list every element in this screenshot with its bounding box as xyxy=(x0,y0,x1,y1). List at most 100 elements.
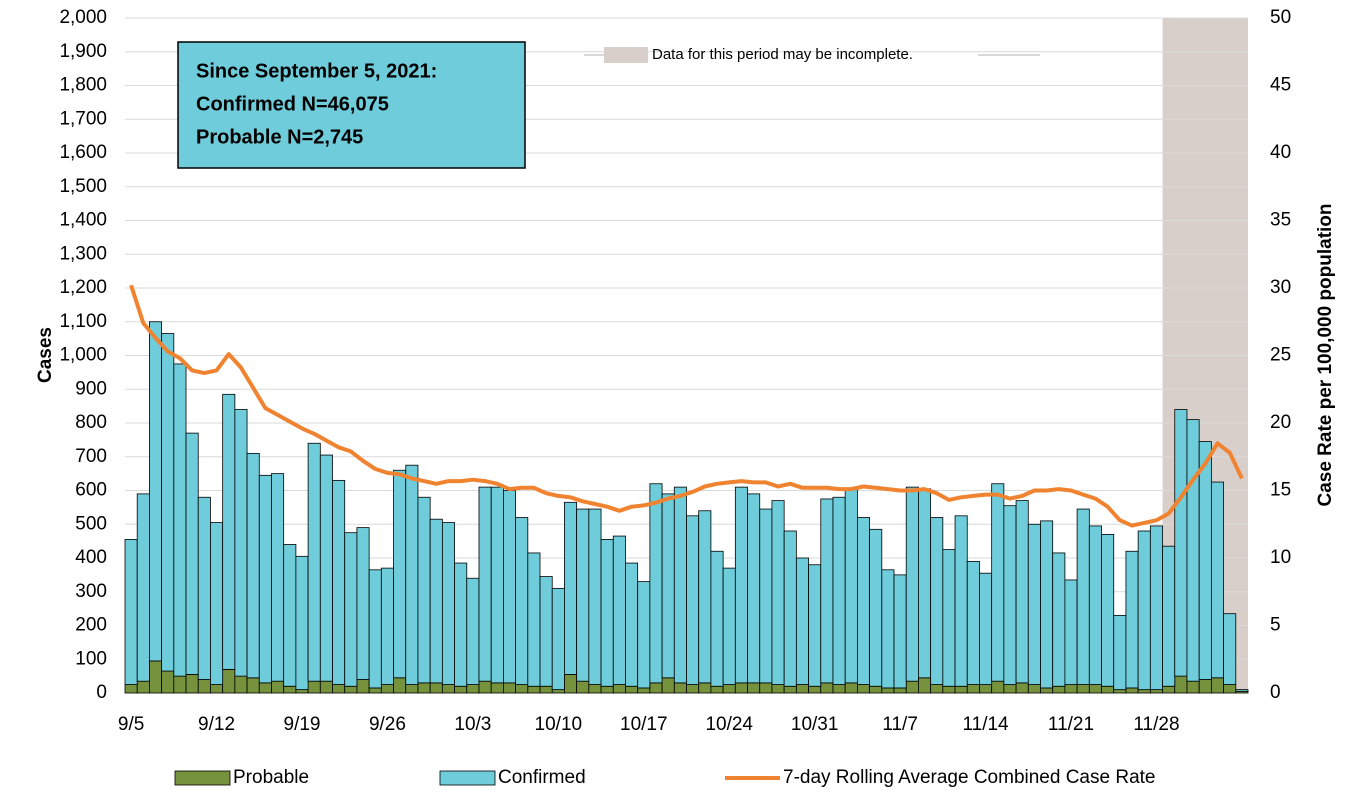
x-tick-label: 11/21 xyxy=(1048,714,1094,735)
bar xyxy=(454,685,468,694)
incomplete-label: Data for this period may be incomplete. xyxy=(652,46,913,63)
y2-tick-label: 25 xyxy=(1270,345,1291,366)
bar xyxy=(844,488,858,684)
bar xyxy=(856,684,870,694)
bar xyxy=(515,517,529,685)
bar xyxy=(429,682,443,694)
bar xyxy=(356,527,370,680)
x-tick-label: 9/5 xyxy=(118,714,144,735)
bar xyxy=(820,498,834,684)
y2-tick-label: 30 xyxy=(1270,277,1291,298)
bar xyxy=(637,581,651,689)
line xyxy=(129,284,1244,528)
bar xyxy=(295,689,309,694)
bar xyxy=(979,684,993,694)
bar xyxy=(173,363,187,677)
bar xyxy=(1113,689,1127,694)
bar xyxy=(124,539,138,685)
bar xyxy=(673,682,687,694)
bar xyxy=(771,500,785,685)
x-tick-label: 11/28 xyxy=(1133,714,1179,735)
bar xyxy=(149,660,163,694)
bar xyxy=(1149,689,1163,694)
bar xyxy=(588,684,602,694)
bar xyxy=(1113,614,1127,691)
y-tick-label: 1,300 xyxy=(59,243,107,264)
bar xyxy=(795,557,809,685)
y-tick-label: 1,100 xyxy=(59,311,107,332)
bar xyxy=(869,528,883,687)
bar xyxy=(979,572,993,685)
bar xyxy=(368,569,382,689)
bar xyxy=(1052,685,1066,694)
bar xyxy=(185,432,199,675)
bar xyxy=(307,680,321,694)
y-tick-label: 1,200 xyxy=(59,277,107,298)
x-tick-label: 10/24 xyxy=(705,714,753,735)
bar xyxy=(564,674,578,694)
annotation-text: Confirmed N=46,075 xyxy=(196,93,389,115)
bar xyxy=(991,483,1005,682)
y-tick-label: 200 xyxy=(75,615,107,636)
bar xyxy=(649,682,663,694)
bar xyxy=(832,684,846,694)
x-tick-label: 11/7 xyxy=(882,714,918,735)
annotation-box xyxy=(177,41,526,169)
bar xyxy=(808,685,822,694)
bar xyxy=(893,687,907,694)
bar xyxy=(795,684,809,694)
bar xyxy=(1088,525,1102,685)
bar xyxy=(954,685,968,694)
y-tick-label: 800 xyxy=(75,412,107,433)
bar xyxy=(295,555,309,691)
bar xyxy=(905,486,919,682)
bar xyxy=(478,486,492,682)
bar xyxy=(380,684,394,694)
bar xyxy=(1027,523,1041,685)
bar xyxy=(136,493,150,682)
y2-tick-label: 50 xyxy=(1270,7,1291,28)
y-tick-label: 400 xyxy=(75,547,107,568)
y-tick-label: 2,000 xyxy=(59,7,107,28)
bar xyxy=(222,668,236,694)
bar xyxy=(1015,500,1029,684)
y-tick-label: 1,500 xyxy=(59,176,107,197)
bar xyxy=(747,682,761,694)
bar xyxy=(393,469,407,679)
bar xyxy=(954,515,968,687)
y-tick-label: 1,000 xyxy=(59,345,107,366)
bar xyxy=(1076,508,1090,685)
y-tick-label: 1,400 xyxy=(59,210,107,231)
bar xyxy=(222,393,236,670)
bar xyxy=(612,535,626,685)
bar xyxy=(246,452,260,679)
x-tick-label: 9/12 xyxy=(198,714,235,735)
bar xyxy=(1101,685,1115,694)
bar xyxy=(1198,679,1212,694)
bar xyxy=(210,522,224,685)
bar xyxy=(197,496,211,680)
bar xyxy=(686,515,700,685)
bar xyxy=(149,321,163,662)
bar xyxy=(527,685,541,694)
bar xyxy=(942,685,956,694)
annotation-text: Probable N=2,745 xyxy=(196,126,363,148)
bar xyxy=(869,685,883,694)
bar xyxy=(1210,481,1224,679)
bar xyxy=(197,679,211,694)
y2-tick-label: 5 xyxy=(1270,615,1281,636)
bar xyxy=(258,682,272,694)
bar xyxy=(503,682,517,694)
bar xyxy=(271,473,285,682)
bar xyxy=(1015,682,1029,694)
x-tick-label: 9/26 xyxy=(369,714,406,735)
bar xyxy=(1052,552,1066,687)
bar xyxy=(576,680,590,694)
bar xyxy=(625,685,639,694)
bar xyxy=(307,442,321,682)
bar xyxy=(332,684,346,694)
bar xyxy=(600,539,614,687)
bar xyxy=(991,680,1005,694)
bar xyxy=(734,682,748,694)
